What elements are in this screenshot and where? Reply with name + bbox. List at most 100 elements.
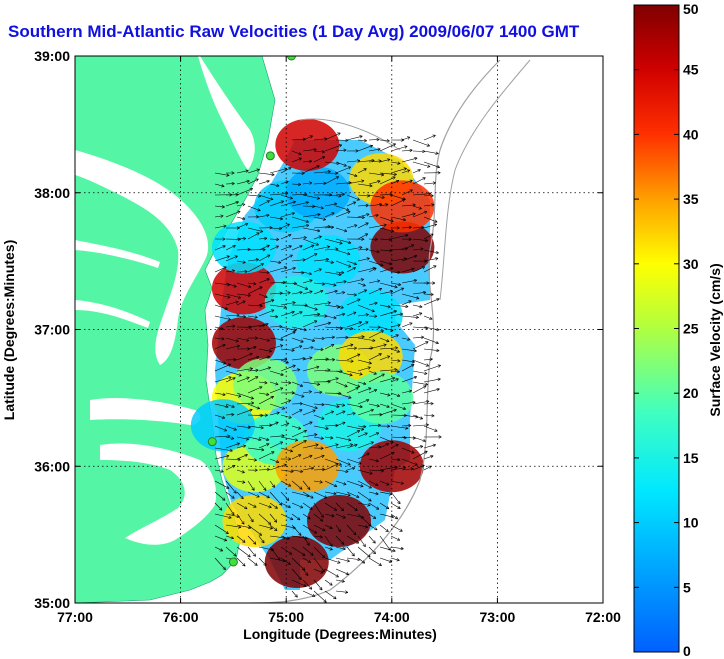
velocity-arrow [379, 176, 396, 185]
velocity-arrow [247, 458, 257, 462]
velocity-arrow [247, 524, 262, 536]
velocity-arrow [225, 480, 237, 494]
velocity-arrow [401, 293, 420, 300]
velocity-arrow [324, 377, 339, 383]
velocity-arrow [390, 304, 409, 309]
velocity-arrow [302, 390, 312, 394]
velocity-arrow [247, 513, 254, 523]
velocity-arrow [269, 458, 280, 464]
velocity-arrow [258, 366, 271, 372]
velocity-arrow [291, 368, 301, 372]
velocity-arrow [247, 258, 259, 262]
velocity-arrow [412, 247, 424, 251]
velocity-arrow [401, 148, 413, 153]
velocity-arrow [357, 233, 369, 240]
velocity-arrow [313, 568, 324, 574]
velocity-arrow [291, 245, 303, 251]
velocity-arrow [291, 223, 310, 229]
velocity-arrow [236, 546, 251, 558]
velocity-arrow [423, 377, 441, 383]
velocity-arrow [302, 290, 313, 295]
velocity-arrow [258, 244, 270, 251]
velocity-arrow [324, 557, 341, 564]
velocity-arrow [313, 150, 325, 154]
velocity-arrow [280, 457, 291, 461]
velocity-arrow [368, 458, 379, 463]
velocity-arrow [324, 463, 339, 471]
velocity-arrow [302, 409, 316, 416]
velocity-arrow [258, 278, 270, 284]
velocity-arrow [247, 436, 262, 442]
velocity-arrow [368, 370, 377, 375]
velocity-arrow [291, 429, 307, 438]
velocity-arrow [390, 369, 400, 374]
chesapeake-bay [75, 150, 209, 365]
velocity-arrow [236, 502, 248, 510]
velocity-arrow [269, 260, 282, 265]
velocity-arrow [236, 270, 248, 274]
velocity-arrow [313, 557, 325, 573]
velocity-arrow [247, 168, 260, 174]
velocity-arrow [379, 557, 393, 563]
velocity-arrow [401, 458, 418, 466]
velocity-arrow [313, 205, 324, 210]
velocity-arrow [302, 403, 318, 410]
velocity-arrow [379, 237, 392, 242]
velocity-arrow [379, 355, 391, 361]
velocity-arrow [302, 502, 313, 510]
velocity-arrow [258, 309, 275, 317]
velocity-arrow [412, 225, 425, 230]
velocity-arrow [236, 169, 249, 174]
velocity-arrow [258, 451, 275, 460]
velocity-arrow [401, 136, 411, 141]
velocity-arrow [302, 535, 310, 546]
velocity-arrow [368, 237, 378, 242]
velocity-arrow [269, 304, 287, 309]
velocity-arrow [258, 467, 270, 472]
velocity-arrow [236, 282, 252, 289]
velocity-arrow [225, 535, 234, 540]
velocity-arrow [401, 237, 412, 241]
velocity-arrow [423, 161, 440, 169]
velocity-arrow [280, 200, 296, 207]
velocity-arrow [379, 368, 398, 372]
velocity-arrow [335, 579, 345, 583]
velocity-arrow [357, 194, 371, 198]
velocity-arrow [302, 421, 313, 427]
colorbar-ticks: 0 5 10 15 20 25 30 35 40 45 50 [634, 1, 699, 659]
velocity-arrow [379, 546, 396, 553]
velocity-arrow [401, 189, 413, 196]
velocity-arrow [247, 263, 264, 273]
velocity-arrow [269, 337, 284, 342]
velocity-arrow [390, 145, 408, 152]
velocity-arrow [357, 138, 367, 143]
velocity-arrow [236, 203, 246, 207]
velocity-arrow [269, 513, 278, 523]
velocity-arrow [335, 491, 351, 497]
depth-contour-2 [299, 59, 531, 301]
velocity-arrow [324, 480, 338, 488]
velocity-arrow [357, 469, 373, 475]
velocity-arrow [291, 157, 302, 163]
velocity-arrow [302, 165, 320, 174]
y-tick-label-0: 35:00 [34, 595, 70, 611]
velocity-arrow [324, 502, 338, 511]
velocity-arrow [401, 169, 411, 174]
velocity-arrow [214, 480, 230, 489]
velocity-arrow [269, 387, 284, 394]
velocity-arrow [412, 161, 431, 168]
velocity-arrow [258, 194, 274, 201]
velocity-arrow [280, 180, 289, 185]
velocity-arrow [324, 513, 335, 518]
velocity-arrow [412, 177, 426, 185]
velocity-arrow [346, 502, 358, 512]
velocity-arrow [346, 412, 356, 416]
velocity-arrow [280, 245, 292, 251]
velocity-arrow [247, 178, 259, 185]
velocity-arrow [291, 381, 304, 387]
velocity-arrow [335, 335, 349, 340]
velocity-arrow [390, 216, 406, 222]
velocity-cell-8 [264, 276, 329, 329]
velocity-arrow [258, 535, 265, 544]
velocity-arrow [214, 293, 231, 299]
